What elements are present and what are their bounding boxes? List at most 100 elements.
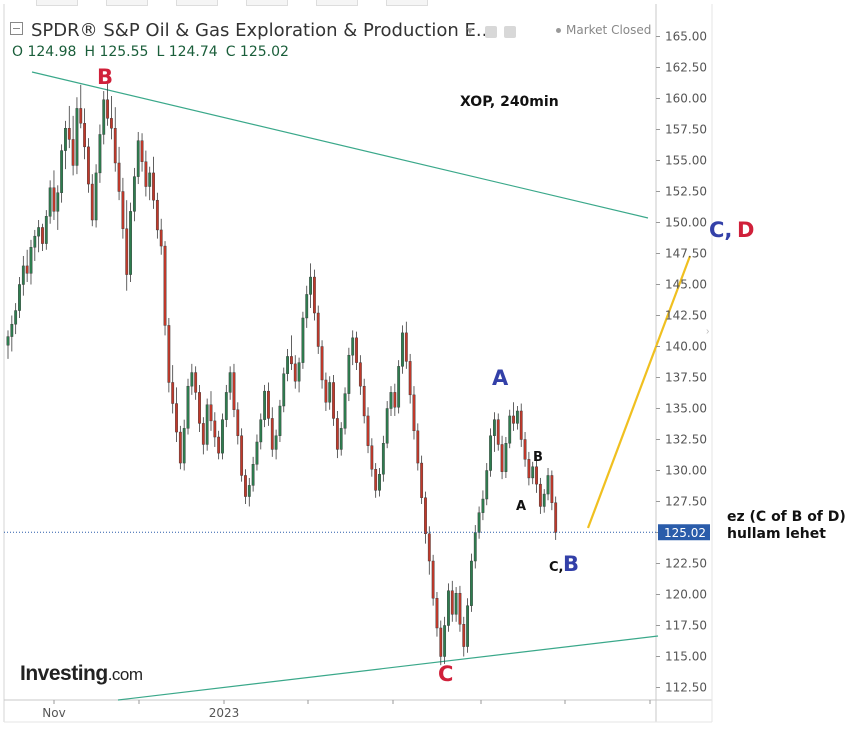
- candle-body: [75, 108, 79, 166]
- candle-body: [554, 502, 558, 533]
- candle-body: [431, 560, 435, 599]
- instrument-title: SPDR® S&P Oil & Gas Exploration & Produc…: [10, 20, 493, 41]
- tab-stub[interactable]: [386, 0, 428, 6]
- candle-body: [217, 436, 221, 454]
- candle-body: [290, 356, 293, 365]
- candle-body: [504, 443, 508, 472]
- candle-body: [420, 462, 424, 498]
- candle-body: [424, 497, 427, 534]
- candle-body: [439, 627, 443, 657]
- chevron-down-icon[interactable]: ▼: [465, 26, 475, 37]
- collapse-icon[interactable]: [10, 22, 23, 35]
- price-tick-label: 152.50: [665, 185, 707, 199]
- candle-body: [102, 99, 106, 135]
- last-price-badge: [658, 524, 710, 541]
- ohlc-low: L 124.74: [156, 44, 218, 60]
- candle-body: [18, 284, 21, 311]
- candle-body: [370, 445, 374, 470]
- candle-body: [129, 211, 132, 275]
- chevron-right-icon[interactable]: ›: [706, 326, 710, 337]
- tab-stub[interactable]: [246, 0, 288, 6]
- market-status-text: Market Closed: [566, 23, 652, 37]
- candle-body: [110, 118, 113, 129]
- candle-body: [194, 372, 198, 393]
- candle-body: [132, 176, 136, 212]
- candle-body: [512, 415, 515, 424]
- price-tick-label: 162.50: [665, 61, 707, 75]
- upper-trendline: [31, 71, 649, 219]
- candle-body: [481, 498, 485, 513]
- candle-body: [297, 362, 301, 382]
- candle-body: [447, 590, 450, 626]
- candle-body: [159, 229, 163, 247]
- candle-body: [485, 470, 489, 500]
- candle-body: [236, 409, 240, 436]
- candle-body: [244, 475, 247, 497]
- tab-stub[interactable]: [106, 0, 148, 6]
- candle-body: [41, 227, 44, 244]
- wave-label: A: [492, 366, 509, 390]
- candle-body: [397, 366, 401, 408]
- candle-body: [508, 415, 512, 444]
- candle-body: [454, 593, 458, 615]
- wave-label: D: [737, 218, 754, 242]
- gear-icon[interactable]: [504, 26, 516, 38]
- candle-body: [473, 532, 477, 562]
- candle-body: [293, 363, 297, 382]
- candle-body: [305, 294, 309, 319]
- logo-domain: .com: [107, 665, 143, 684]
- time-tick-label: Nov: [42, 706, 65, 720]
- price-tick-label: 155.00: [665, 154, 707, 168]
- candle-body: [148, 172, 152, 187]
- candle-body: [60, 150, 64, 193]
- candle-body: [56, 192, 60, 212]
- candle-body: [316, 312, 320, 347]
- candle-body: [358, 362, 362, 387]
- ohlc-close: C 125.02: [225, 44, 289, 60]
- tab-stub[interactable]: [176, 0, 218, 6]
- candle-body: [401, 332, 404, 367]
- tab-stub[interactable]: [36, 0, 78, 6]
- candle-body: [500, 444, 504, 472]
- candle-body: [328, 382, 332, 403]
- wave-label: B: [533, 450, 543, 465]
- candle-body: [270, 418, 274, 450]
- candle-body: [267, 390, 270, 419]
- candle-body: [259, 419, 263, 443]
- candle-body: [301, 317, 305, 363]
- tab-stub[interactable]: [316, 0, 358, 6]
- logo-brand: Investing: [20, 662, 108, 685]
- price-tick-label: 132.50: [665, 433, 707, 447]
- wave-label: B: [563, 552, 579, 576]
- price-tick-label: 135.00: [665, 402, 707, 416]
- candle-body: [309, 276, 312, 295]
- candle-body: [213, 420, 217, 438]
- price-tick-label: 165.00: [665, 30, 707, 44]
- price-tick-label: 122.50: [665, 557, 707, 571]
- candle-body: [163, 245, 167, 326]
- candle-body: [535, 466, 538, 485]
- candle-body: [515, 410, 519, 424]
- annotation-note: ez (C of B of D) hullam lehet: [727, 509, 846, 543]
- top-tab-strip: [0, 0, 850, 6]
- price-tick-label: 140.00: [665, 340, 707, 354]
- candle-body: [286, 356, 289, 374]
- price-tick-label: 127.50: [665, 495, 707, 509]
- candle-body: [71, 139, 75, 166]
- candles: [6, 83, 558, 666]
- eye-icon[interactable]: [485, 26, 497, 38]
- candle-body: [190, 372, 194, 387]
- candle-body: [462, 624, 466, 647]
- candle-body: [393, 392, 397, 408]
- candle-body: [450, 590, 454, 615]
- candle-body: [125, 228, 129, 275]
- price-tick-label: 112.50: [665, 681, 707, 695]
- time-axis: Nov 2023: [42, 700, 651, 720]
- candle-body: [44, 216, 48, 244]
- note-line-2: hullam lehet: [727, 526, 826, 542]
- market-status: Market Closed: [556, 23, 651, 37]
- candle-body: [64, 128, 67, 151]
- candle-body: [496, 419, 500, 445]
